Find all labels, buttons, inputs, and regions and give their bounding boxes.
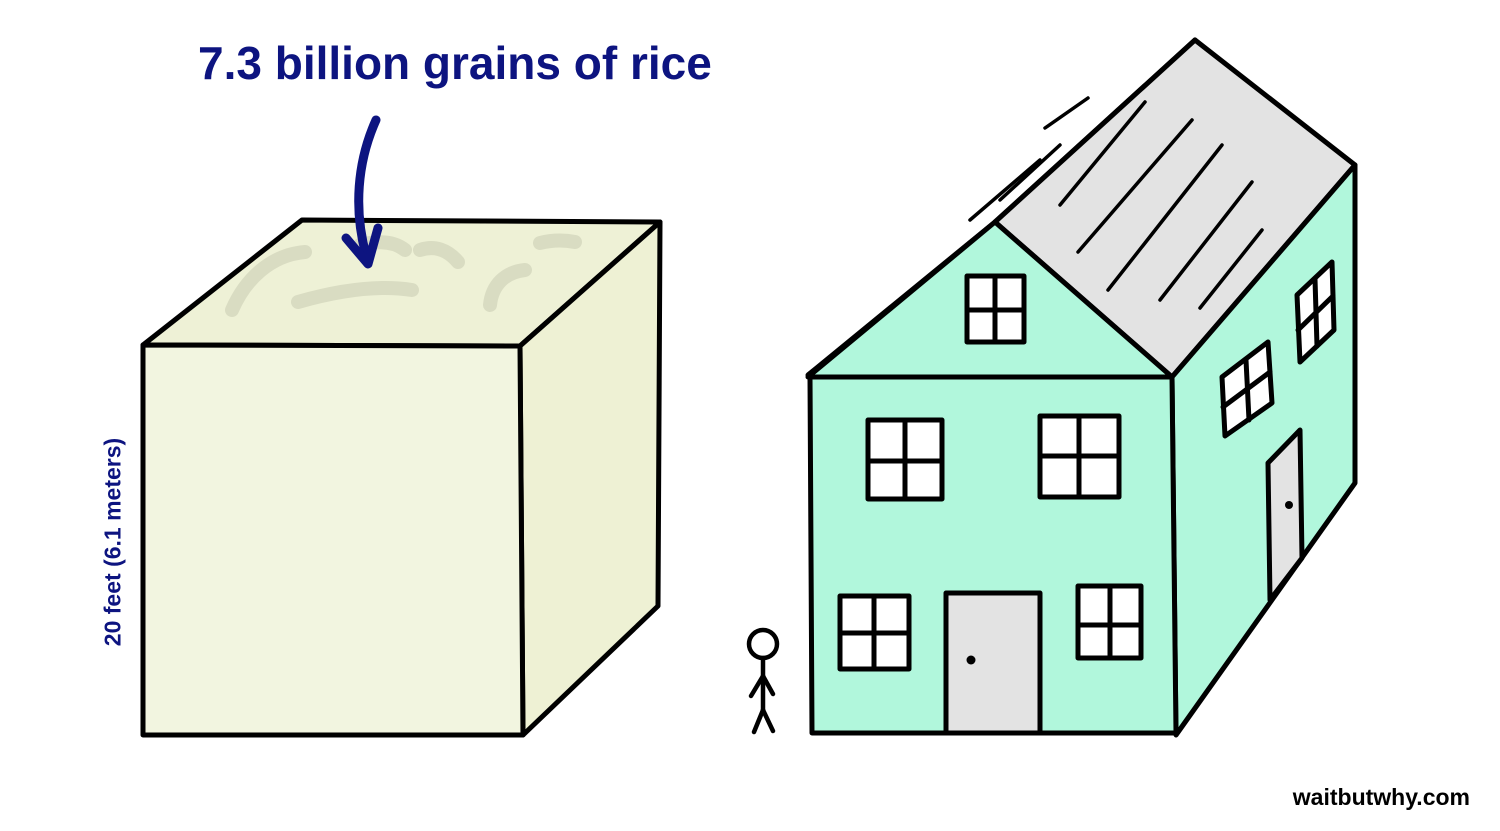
window-lower-right	[1078, 586, 1141, 658]
window-lower-left	[840, 596, 909, 669]
window-gable	[967, 276, 1024, 342]
side-door	[1268, 430, 1302, 600]
down-arrow-icon	[346, 120, 378, 264]
house	[808, 40, 1355, 735]
side-door-knob	[1285, 501, 1293, 509]
site-credit: waitbutwhy.com	[1293, 784, 1470, 811]
window-upper-left	[868, 420, 942, 499]
stick-figure-icon	[749, 630, 777, 732]
rice-quantity-title: 7.3 billion grains of rice	[198, 36, 712, 90]
door-knob	[967, 656, 976, 665]
window-upper-right	[1040, 416, 1119, 497]
cube-front-face	[143, 345, 523, 735]
cube-height-label: 20 feet (6.1 meters)	[100, 438, 127, 646]
rice-cube	[143, 220, 660, 735]
front-door	[946, 593, 1040, 733]
